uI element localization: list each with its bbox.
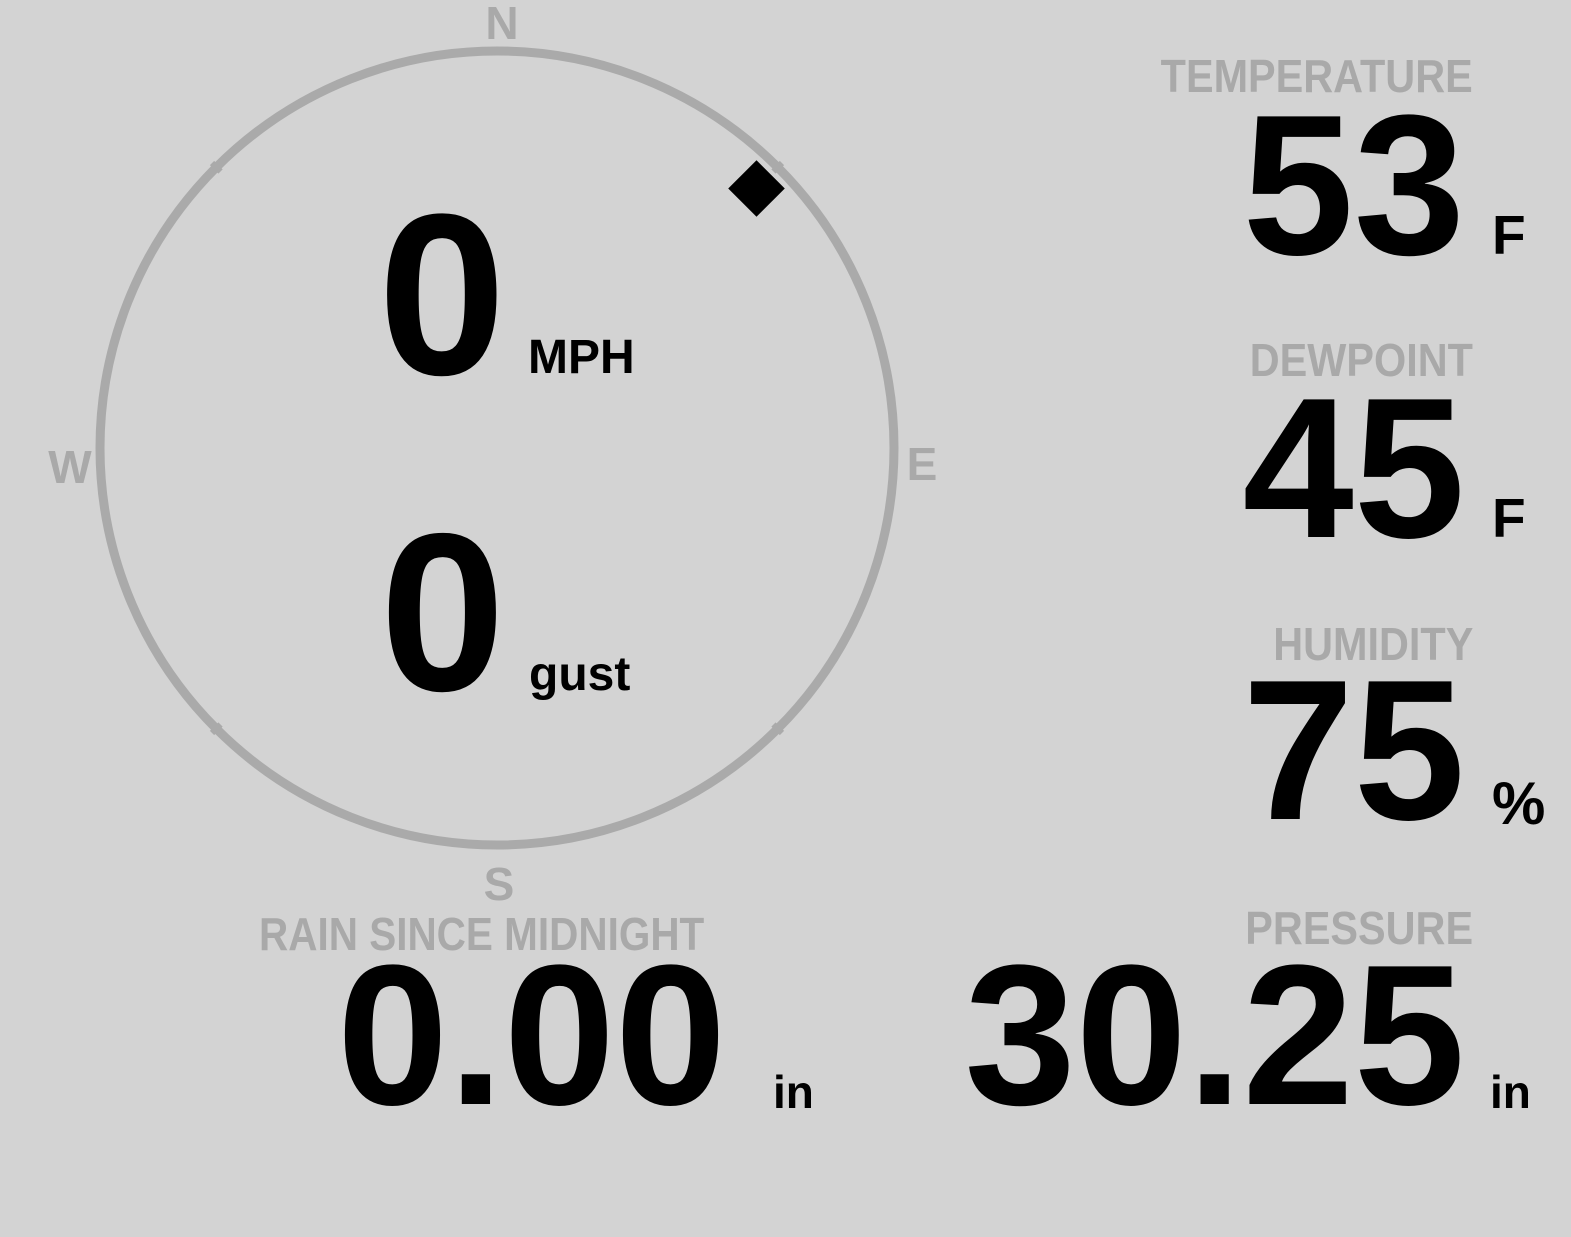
pressure-unit: in	[1490, 1066, 1531, 1118]
dewpoint-unit: F	[1492, 487, 1526, 549]
humidity-value: 75	[1242, 639, 1465, 862]
temperature-label: TEMPERATURE	[1160, 50, 1473, 102]
wind-gust-unit: gust	[529, 648, 631, 701]
wind-speed-unit: MPH	[528, 331, 635, 384]
compass-south: S	[483, 858, 515, 910]
compass-east: E	[906, 438, 938, 490]
temperature-value: 53	[1242, 74, 1465, 297]
pressure-value: 30.25	[964, 924, 1466, 1147]
humidity-unit: %	[1492, 770, 1546, 837]
compass-ring	[95, 46, 899, 850]
pressure-label: PRESSURE	[1245, 902, 1473, 954]
compass-tick	[209, 160, 223, 174]
wind-speed-value: 0	[378, 166, 506, 423]
compass-west: W	[48, 441, 92, 493]
compass-tick	[771, 722, 785, 736]
rain-label: RAIN SINCE MIDNIGHT	[259, 908, 705, 960]
humidity-label: HUMIDITY	[1272, 618, 1473, 670]
rain-unit: in	[773, 1066, 814, 1118]
rain-value: 0.00	[337, 924, 727, 1147]
wind-gust-value: 0	[380, 486, 506, 738]
compass-tick	[209, 722, 223, 736]
compass-north: N	[485, 0, 519, 49]
temperature-unit: F	[1492, 204, 1526, 266]
compass-tick	[771, 160, 785, 174]
dewpoint-value: 45	[1242, 357, 1465, 580]
dewpoint-label: DEWPOINT	[1249, 334, 1473, 386]
